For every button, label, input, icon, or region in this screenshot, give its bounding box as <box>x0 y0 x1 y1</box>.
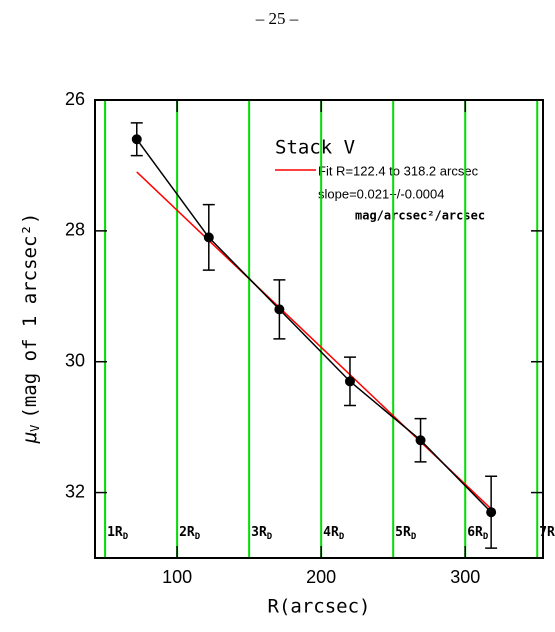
data-point <box>486 507 497 518</box>
reference-label: 2RD <box>179 525 201 542</box>
x-tick-label: 200 <box>306 567 336 587</box>
reference-label: 1RD <box>107 525 129 542</box>
data-point <box>274 304 285 315</box>
reference-label: 5RD <box>395 525 417 542</box>
reference-label-main: 7R <box>539 525 555 540</box>
legend-label: Fit R=122.4 to 318.2 arcsec <box>318 163 479 178</box>
reference-label-main: 6R <box>467 525 483 540</box>
reference-label-sub: D <box>483 532 489 542</box>
y-tick-label: 26 <box>65 89 85 109</box>
data-point <box>203 232 214 243</box>
y-label-sub: V <box>28 425 42 432</box>
reference-label-main: 2R <box>179 525 195 540</box>
reference-label: 4RD <box>323 525 345 542</box>
data-point <box>415 435 426 446</box>
reference-label-sub: D <box>123 532 129 542</box>
page-number: – 25 – <box>255 9 299 28</box>
y-axis-label: μV (mag of 1 arcsec²) <box>19 213 42 445</box>
reference-label-sub: D <box>195 532 201 542</box>
chart-title: Stack V <box>275 137 355 159</box>
reference-label: 3RD <box>251 525 273 542</box>
y-tick-label: 32 <box>65 481 85 501</box>
reference-label-main: 3R <box>251 525 267 540</box>
y-tick-label: 30 <box>65 350 85 370</box>
y-label-text: (mag of 1 arcsec²) <box>19 213 41 419</box>
plot-frame <box>94 99 544 559</box>
data-point <box>344 376 355 387</box>
x-tick-label: 300 <box>450 567 480 587</box>
x-tick-label: 100 <box>162 567 192 587</box>
reference-label: 7RD <box>539 525 555 542</box>
reference-label-main: 5R <box>395 525 411 540</box>
annotation: slope=0.021+/-0.0004 <box>318 186 445 201</box>
x-axis-label: R(arcsec) <box>268 596 371 618</box>
y-tick-label: 28 <box>65 220 85 240</box>
data-point <box>131 134 142 145</box>
annotation: mag/arcsec²/arcsec <box>355 209 485 223</box>
reference-label-main: 4R <box>323 525 339 540</box>
reference-label: 6RD <box>467 525 489 542</box>
data-line <box>136 138 492 513</box>
reference-label-sub: D <box>411 532 417 542</box>
y-label-symbol: μ <box>19 432 41 444</box>
reference-label-sub: D <box>339 532 345 542</box>
reference-label-sub: D <box>267 532 273 542</box>
reference-label-main: 1R <box>107 525 123 540</box>
